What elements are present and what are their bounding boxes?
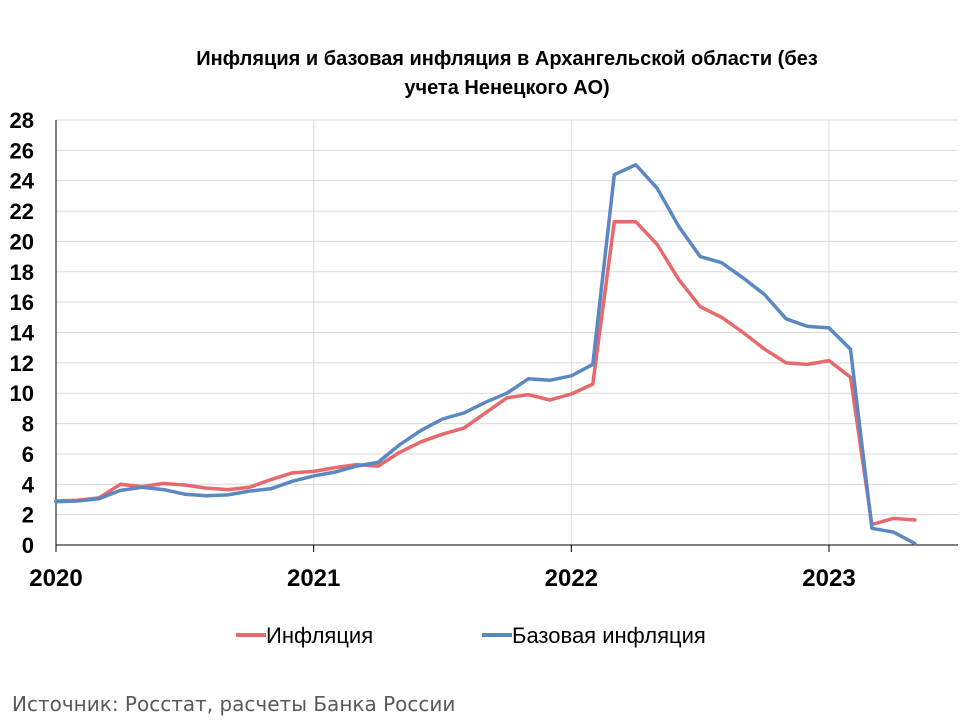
x-tick-label: 2020 <box>29 565 82 592</box>
line-chart: Инфляция и базовая инфляция в Архангельс… <box>10 48 958 648</box>
y-tick-label: 16 <box>10 290 34 315</box>
y-tick-label: 26 <box>10 138 34 163</box>
y-tick-label: 2 <box>22 503 34 528</box>
y-tick-label: 8 <box>22 412 34 437</box>
y-tick-label: 10 <box>10 381 34 406</box>
y-tick-label: 24 <box>10 169 35 194</box>
chart-title-line-1: Инфляция и базовая инфляция в Архангельс… <box>196 48 818 70</box>
y-tick-label: 20 <box>10 229 34 254</box>
legend-label-core-inflation: Базовая инфляция <box>512 623 706 648</box>
x-tick-label: 2023 <box>802 565 855 592</box>
y-tick-label: 18 <box>10 260 34 285</box>
gridlines <box>56 119 958 545</box>
series-line-core-inflation <box>54 163 917 546</box>
x-tick-label: 2021 <box>287 565 340 592</box>
y-tick-label: 22 <box>10 199 34 224</box>
series-line-inflation <box>54 219 917 527</box>
y-tick-label: 28 <box>10 108 34 133</box>
legend-label-inflation: Инфляция <box>266 623 373 648</box>
y-tick-label: 12 <box>10 351 34 376</box>
y-tick-label: 14 <box>10 321 35 346</box>
y-tick-label: 0 <box>22 533 34 558</box>
chart-title-line-2: учета Ненецкого АО) <box>404 77 609 99</box>
source-note: Источник: Росстат, расчеты Банка России <box>12 692 456 716</box>
series-lines <box>54 163 917 546</box>
y-tick-label: 4 <box>22 472 35 497</box>
legend: Инфляция Базовая инфляция <box>236 623 706 648</box>
y-tick-label: 6 <box>22 442 34 467</box>
x-tick-label: 2022 <box>545 565 598 592</box>
